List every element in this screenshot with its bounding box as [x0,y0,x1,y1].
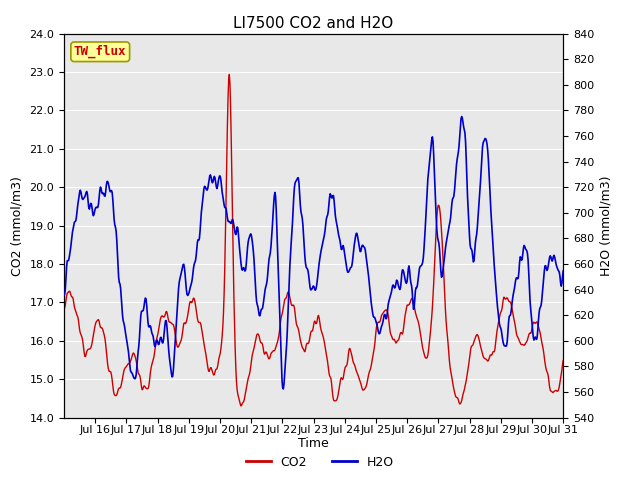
Y-axis label: CO2 (mmol/m3): CO2 (mmol/m3) [11,176,24,276]
Legend: CO2, H2O: CO2, H2O [241,451,399,474]
Text: TW_flux: TW_flux [74,45,127,59]
Title: LI7500 CO2 and H2O: LI7500 CO2 and H2O [234,16,394,31]
X-axis label: Time: Time [298,437,329,450]
Y-axis label: H2O (mmol/m3): H2O (mmol/m3) [600,175,612,276]
